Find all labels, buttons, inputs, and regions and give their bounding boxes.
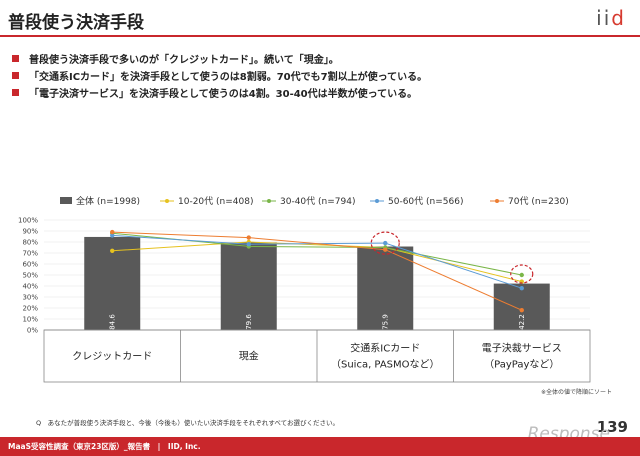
brand-logo: iid — [596, 6, 626, 30]
page-title: 普段使う決済手段 — [8, 13, 144, 33]
bar-value-label: 75.9 — [381, 314, 389, 330]
legend-marker-2 — [375, 199, 379, 203]
highlight-circle — [510, 264, 534, 284]
bar-overall-3 — [493, 283, 550, 330]
category-label: （PayPayなど） — [484, 359, 559, 371]
category-label: 現金 — [239, 350, 259, 363]
series-line-3 — [112, 231, 522, 311]
bullet-square-icon — [12, 55, 19, 62]
legend-marker-3 — [495, 199, 499, 203]
bullet-square-icon — [12, 72, 19, 79]
category-label: （Suica, PASMOなど） — [331, 359, 440, 371]
series-point-3 — [246, 235, 251, 240]
series-point-0 — [110, 248, 115, 253]
legend-marker-0 — [165, 199, 169, 203]
bullet-square-icon — [12, 89, 19, 96]
bar-overall-1 — [220, 242, 277, 330]
bar-overall-2 — [357, 246, 414, 330]
footer-bar — [0, 437, 640, 456]
y-tick-label: 70% — [22, 250, 38, 258]
bullet-item: 普段使う決済手段で多いのが「クレジットカード」。続いて「現金」。 — [12, 50, 632, 67]
bullet-text: 普段使う決済手段で多いのが「クレジットカード」。続いて「現金」。 — [29, 55, 339, 66]
y-tick-label: 90% — [22, 228, 38, 236]
sort-note: ※全体の値で降順にソート — [540, 389, 612, 396]
y-tick-label: 30% — [22, 294, 38, 302]
y-tick-label: 20% — [22, 305, 38, 313]
legend-label-overall: 全体 (n=1998) — [76, 195, 140, 207]
series-point-2 — [519, 286, 524, 291]
series-point-2 — [110, 233, 115, 238]
highlight-circle — [370, 231, 400, 255]
y-tick-label: 50% — [22, 272, 38, 280]
legend-label-3: 70代 (n=230) — [508, 196, 569, 207]
legend-label-2: 50-60代 (n=566) — [388, 196, 463, 207]
series-point-2 — [246, 242, 251, 247]
series-line-0 — [112, 241, 522, 283]
bar-value-label: 84.6 — [108, 314, 116, 330]
y-tick-label: 0% — [27, 327, 38, 335]
series-point-2 — [383, 240, 388, 246]
series-point-3 — [110, 229, 115, 235]
bullet-item: 「電子決済サービス」を決済手段として使うのは4割。30-40代は半数が使っている… — [12, 84, 632, 101]
page-number: 139 — [596, 418, 628, 436]
category-label: 電子決裁サービス — [482, 342, 562, 355]
series-point-3 — [383, 247, 388, 252]
payment-method-chart: 全体 (n=1998) 10-20代 (n=408) 30-40代 (n=794) 5… — [18, 195, 591, 383]
bullet-text: 「電子決済サービス」を決済手段として使うのは4割。30-40代は半数が使っている… — [29, 89, 418, 100]
series-point-1 — [519, 272, 524, 278]
footer-text: MaaS受容性調査（東京23区版）_報告書 | IID, Inc. — [8, 442, 201, 451]
legend-label-1: 30-40代 (n=794) — [280, 196, 355, 207]
category-label: クレジットカード — [72, 351, 152, 363]
y-tick-label: 80% — [22, 239, 38, 247]
y-tick-label: 100% — [18, 217, 38, 225]
y-tick-label: 60% — [22, 261, 38, 269]
survey-question: Q あなたが普段使う決済手段と、今後（今後も）使いたい決済手段をそれぞれすべてお… — [36, 419, 339, 427]
title-divider — [0, 35, 640, 37]
summary-bullets: 普段使う決済手段で多いのが「クレジットカード」。続いて「現金」。 「交通系ICカ… — [12, 50, 632, 101]
bullet-text: 「交通系ICカード」を決済手段として使うのは8割弱。70代でも7割以上が使ってい… — [29, 72, 428, 83]
legend-marker-1 — [267, 199, 271, 203]
y-tick-label: 10% — [22, 316, 38, 324]
legend-swatch-overall — [60, 197, 72, 204]
series-point-3 — [519, 308, 524, 313]
bullet-item: 「交通系ICカード」を決済手段として使うのは8割弱。70代でも7割以上が使ってい… — [12, 67, 632, 84]
y-tick-label: 40% — [22, 283, 38, 291]
category-label: 交通系ICカード — [350, 342, 420, 355]
bar-value-label: 42.2 — [518, 314, 526, 330]
legend-label-0: 10-20代 (n=408) — [178, 196, 253, 207]
bar-value-label: 79.6 — [245, 314, 253, 330]
